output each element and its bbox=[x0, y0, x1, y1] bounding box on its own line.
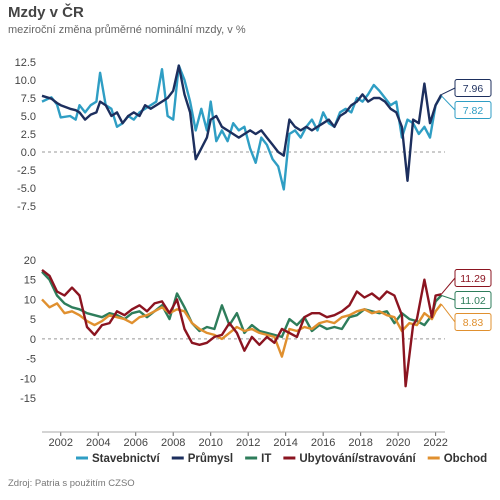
callout-leader bbox=[441, 87, 456, 96]
x-tick-label: 2012 bbox=[236, 437, 260, 449]
callout-value: 11.02 bbox=[460, 295, 486, 307]
callout-leader bbox=[440, 277, 456, 295]
y-tick-label: -7.5 bbox=[17, 201, 36, 213]
callout-box bbox=[454, 79, 492, 97]
callout-box bbox=[454, 101, 492, 119]
x-tick-label: 2010 bbox=[198, 437, 222, 449]
series-line-ubytov-n-stravov-n- bbox=[41, 268, 442, 388]
y-tick-label: 0.0 bbox=[21, 147, 36, 159]
x-tick-label: 2008 bbox=[161, 437, 185, 449]
callout-value: 8.83 bbox=[463, 317, 484, 329]
series-line-pr-mysl bbox=[41, 64, 443, 182]
callout-box bbox=[454, 291, 492, 309]
legend-entry: Průmysl bbox=[188, 453, 233, 465]
x-tick-label: 2022 bbox=[423, 437, 447, 449]
source-note: Zdroj: Patria s použitím CZSO bbox=[8, 478, 135, 489]
callout-leader bbox=[440, 303, 456, 323]
callout-box bbox=[454, 313, 492, 331]
callout-leader bbox=[441, 294, 456, 301]
callout-value: 11.29 bbox=[460, 273, 486, 285]
y-tick-label: 5 bbox=[30, 314, 36, 326]
y-tick-label: 15 bbox=[24, 275, 36, 287]
series-line-it bbox=[41, 270, 443, 339]
x-tick-label: 2018 bbox=[348, 437, 372, 449]
chart-title: Mzdy v ČR bbox=[8, 4, 84, 21]
y-tick-label: -5.0 bbox=[17, 183, 36, 195]
y-tick-label: 5.0 bbox=[21, 111, 36, 123]
y-tick-label: -15 bbox=[20, 393, 36, 405]
callout-leader bbox=[440, 95, 456, 111]
callout-value: 7.82 bbox=[463, 105, 484, 117]
y-tick-label: 7.5 bbox=[21, 93, 36, 105]
y-tick-label: 10 bbox=[24, 294, 36, 306]
legend-entry: Obchod bbox=[444, 453, 487, 465]
x-tick-label: 2004 bbox=[86, 437, 110, 449]
x-tick-label: 2020 bbox=[386, 437, 410, 449]
y-tick-label: 20 bbox=[24, 255, 36, 267]
y-tick-label: 10.0 bbox=[15, 75, 36, 87]
series-line-stavebnictv- bbox=[41, 64, 443, 191]
chart-subtitle: meziroční změna průměrné nominální mzdy,… bbox=[8, 24, 246, 36]
y-tick-label: 0 bbox=[30, 334, 36, 346]
y-tick-label: 12.5 bbox=[15, 57, 36, 69]
series-line-obchod bbox=[41, 298, 443, 358]
y-tick-label: -10 bbox=[20, 373, 36, 385]
x-tick-label: 2002 bbox=[49, 437, 73, 449]
legend-entry: IT bbox=[261, 453, 271, 465]
callout-box bbox=[454, 269, 492, 287]
legend-entry: Stavebnictví bbox=[92, 453, 161, 465]
x-tick-label: 2014 bbox=[273, 437, 297, 449]
legend-entry: Ubytování/stravování bbox=[299, 453, 416, 465]
y-tick-label: -5 bbox=[26, 354, 36, 366]
y-tick-label: -2.5 bbox=[17, 165, 36, 177]
x-tick-label: 2006 bbox=[123, 437, 147, 449]
callout-value: 7.96 bbox=[463, 83, 484, 95]
x-tick-label: 2016 bbox=[311, 437, 335, 449]
y-tick-label: 2.5 bbox=[21, 129, 36, 141]
